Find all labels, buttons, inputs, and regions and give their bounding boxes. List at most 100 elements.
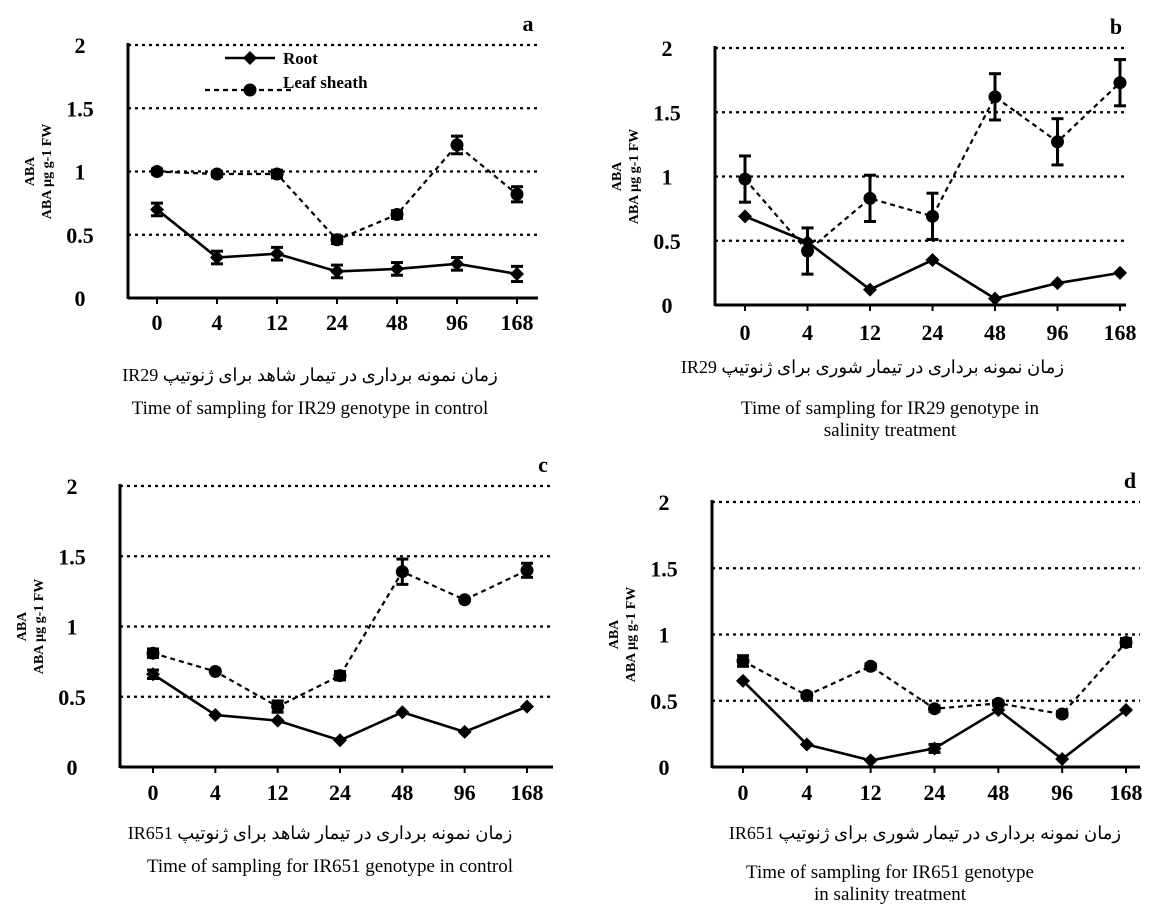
x-tick-label: 12 (267, 780, 289, 805)
y-tick-label: 2 (662, 36, 673, 61)
y-tick-label: 0 (659, 755, 670, 780)
x-tick-label: 4 (801, 780, 812, 805)
y-tick-label: 0.5 (58, 685, 86, 710)
x-tick-label: 4 (802, 320, 813, 345)
caption-en-c: Time of sampling for IR651 genotype in c… (146, 856, 514, 877)
chart-panel-d: 0 0.5 1 1.5 2 0 4 12 24 48 96 168 ABA ABA µg g-1 FW d (607, 468, 1143, 805)
data-point-root (863, 753, 878, 768)
y-axis-label: ABA µg g-1 FW (32, 579, 47, 675)
y-tick-label: 0 (662, 293, 673, 318)
caption-en-a: Time of sampling for IR29 genotype in co… (131, 398, 489, 419)
data-point-root (395, 705, 410, 720)
data-point-leaf-sheath (395, 565, 409, 579)
data-point-leaf-sheath (1051, 135, 1064, 149)
x-tick-label: 168 (1110, 780, 1143, 805)
data-point-leaf-sheath (271, 700, 285, 714)
data-point-root (799, 737, 814, 752)
x-tick-label: 168 (501, 310, 534, 335)
x-tick-label: 24 (326, 310, 348, 335)
y-axis-label-top: ABA (15, 611, 30, 641)
data-point-leaf-sheath (146, 646, 160, 660)
y-axis-label: ABA µg g-1 FW (624, 587, 639, 683)
data-point-root (1050, 276, 1065, 291)
series-line-leaf-sheath (152, 569, 528, 708)
y-tick-label: 1 (67, 615, 78, 640)
legend-marker-leaf-sheath (243, 83, 257, 97)
caption-fa-a: زمان نمونه برداری در تیمار شاهد برای ژنو… (122, 365, 498, 385)
panel-letter: b (1110, 14, 1122, 39)
y-tick-label: 2 (75, 33, 86, 58)
y-tick-label: 1 (75, 160, 86, 185)
data-point-leaf-sheath (988, 90, 1002, 104)
data-point-leaf-sheath (450, 138, 464, 152)
data-point-leaf-sheath (926, 209, 939, 223)
y-tick-label: 1.5 (66, 96, 94, 121)
data-point-leaf-sheath (1055, 707, 1069, 721)
x-tick-label: 4 (212, 310, 223, 335)
y-tick-label: 0.5 (650, 689, 678, 714)
data-point-root (270, 246, 284, 261)
series-line-root (152, 673, 528, 742)
x-tick-label: 0 (740, 320, 751, 345)
x-tick-label: 96 (1047, 320, 1069, 345)
y-axis-label-top: ABA (607, 619, 622, 649)
caption-en-d: Time of sampling for IR651 genotype in s… (746, 862, 1034, 905)
y-tick-label: 1.5 (650, 556, 678, 581)
x-tick-label: 48 (391, 780, 413, 805)
y-tick-label: 0.5 (66, 223, 94, 248)
data-point-root (450, 256, 464, 271)
data-point-root (738, 209, 752, 224)
data-point-root (150, 202, 164, 217)
data-point-root (925, 253, 940, 268)
data-point-root (927, 741, 942, 756)
y-axis-label-top: ABA (610, 161, 625, 191)
data-point-root (146, 667, 160, 682)
y-axis-label-top: ABA (23, 156, 38, 186)
x-tick-label: 0 (738, 780, 749, 805)
y-axis-label: ABA µg g-1 FW (627, 129, 642, 225)
y-tick-label: 0 (67, 755, 78, 780)
data-point-leaf-sheath (270, 167, 284, 181)
data-point-root (520, 699, 534, 714)
data-point-root (390, 261, 404, 276)
plot-b: 0 0.5 1 1.5 2 0 4 12 24 48 96 168 ABA ABA µg g-1 FW b (610, 14, 1137, 345)
y-tick-label: 2 (67, 474, 78, 499)
x-tick-label: 24 (922, 320, 944, 345)
x-tick-label: 12 (266, 310, 288, 335)
chart-panel-c: 0 0.5 1 1.5 2 0 4 12 24 48 96 168 ABA ABA µg g-1 FW c (15, 452, 553, 805)
y-tick-label: 0 (75, 286, 86, 311)
data-point-leaf-sheath (210, 167, 224, 181)
plot-c: 0 0.5 1 1.5 2 0 4 12 24 48 96 168 ABA ABA µg g-1 FW c (15, 452, 553, 805)
plot-d: 0 0.5 1 1.5 2 0 4 12 24 48 96 168 ABA ABA µg g-1 FW d (607, 468, 1143, 805)
x-tick-label: 24 (329, 780, 351, 805)
x-tick-label: 48 (984, 320, 1006, 345)
data-point-leaf-sheath (863, 191, 877, 205)
chart-panel-b: 0 0.5 1 1.5 2 0 4 12 24 48 96 168 ABA ABA µg g-1 FW b (610, 14, 1137, 345)
data-point-leaf-sheath (801, 244, 814, 258)
data-point-leaf-sheath (1119, 635, 1133, 649)
data-point-leaf-sheath (390, 208, 404, 222)
panel-letter: d (1124, 468, 1136, 493)
data-point-leaf-sheath (1113, 76, 1127, 90)
data-point-root (1119, 703, 1133, 718)
x-tick-label: 24 (924, 780, 946, 805)
y-tick-label: 1.5 (58, 544, 86, 569)
legend-marker-root (243, 51, 257, 65)
y-tick-label: 1 (662, 165, 673, 190)
x-tick-label: 168 (511, 780, 544, 805)
data-point-root (270, 713, 285, 728)
data-point-root (330, 264, 344, 279)
data-point-root (333, 733, 347, 748)
y-tick-label: 1 (659, 623, 670, 648)
caption-fa-b: زمان نمونه برداری در تیمار شوری برای ژنو… (680, 357, 1065, 377)
panel-letter: a (523, 11, 534, 36)
x-tick-label: 12 (859, 320, 881, 345)
data-point-leaf-sheath (738, 172, 752, 186)
data-point-root (1055, 752, 1070, 767)
data-point-root (736, 673, 750, 688)
x-tick-label: 96 (446, 310, 468, 335)
y-tick-label: 2 (659, 490, 670, 515)
data-point-leaf-sheath (330, 233, 344, 247)
legend-label-leaf-sheath: Leaf sheath (283, 73, 368, 92)
data-point-leaf-sheath (520, 563, 534, 577)
